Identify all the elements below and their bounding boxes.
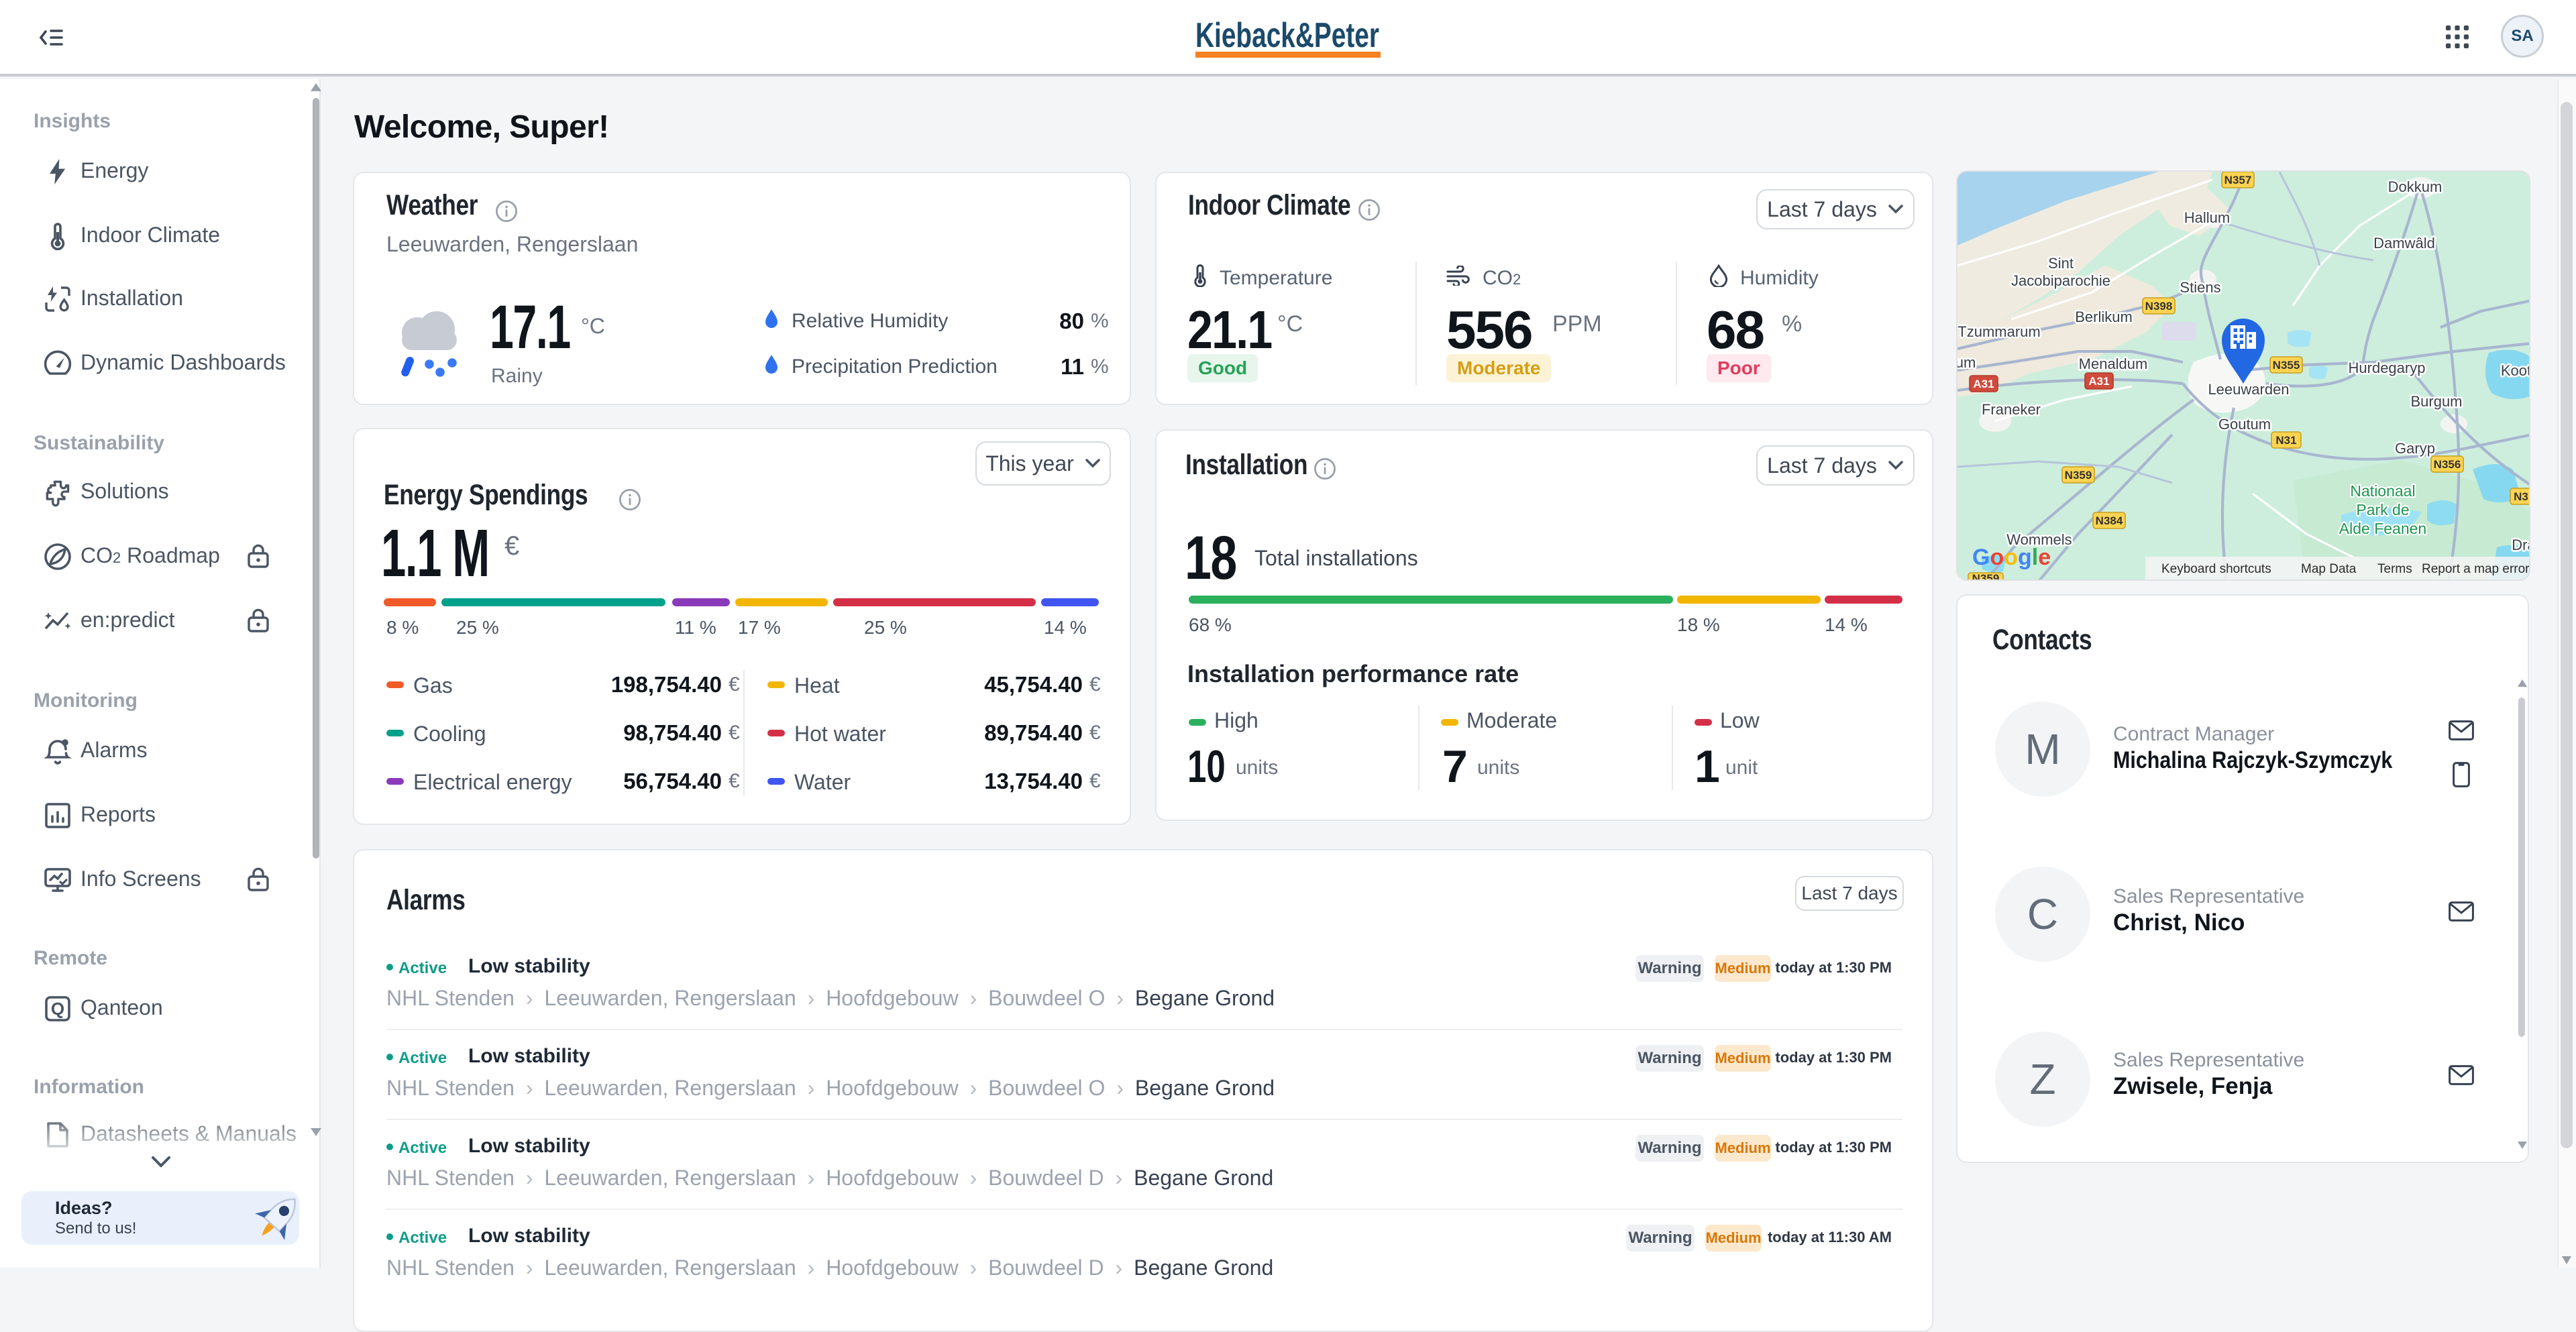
svg-text:Google: Google [1972,545,2051,570]
svg-text:Menaldum: Menaldum [2079,355,2148,372]
svg-text:N359: N359 [2065,469,2092,482]
svg-text:um: um [1957,354,1976,371]
svg-text:Kieback&Peter: Kieback&Peter [1195,19,1379,54]
svg-text:Wommels: Wommels [2006,531,2072,548]
svg-text:N31: N31 [2275,434,2296,447]
svg-text:N3: N3 [2514,490,2528,503]
svg-text:N384: N384 [2096,514,2123,527]
svg-text:Hurdegaryp: Hurdegaryp [2349,359,2426,376]
svg-text:Hallum: Hallum [2184,209,2230,226]
svg-text:Map Data: Map Data [2301,562,2357,576]
svg-text:Koots: Koots [2501,362,2530,379]
svg-text:Terms: Terms [2377,562,2412,576]
svg-text:Dokkum: Dokkum [2388,178,2443,195]
svg-text:N355: N355 [2273,359,2300,372]
svg-text:Berlikum: Berlikum [2075,309,2133,325]
svg-text:Damwâld: Damwâld [2373,235,2435,252]
svg-text:N398: N398 [2145,300,2173,313]
svg-text:Nationaal: Nationaal [2350,482,2415,500]
svg-text:A31: A31 [1973,378,1994,390]
svg-text:Sint: Sint [2048,255,2074,272]
svg-text:Dra: Dra [2512,537,2530,553]
svg-text:Tzummarum: Tzummarum [1957,323,2040,340]
svg-text:Jacobiparochie: Jacobiparochie [2011,272,2110,289]
svg-text:Franeker: Franeker [1982,401,2041,418]
svg-text:Keyboard shortcuts: Keyboard shortcuts [2161,562,2271,576]
svg-text:A31: A31 [2088,375,2109,388]
svg-text:N356: N356 [2434,458,2461,471]
svg-text:Park de: Park de [2356,501,2409,518]
svg-text:Alde Feanen: Alde Feanen [2339,520,2426,537]
svg-text:Stiens: Stiens [2180,279,2220,296]
svg-text:Goutum: Goutum [2218,416,2271,433]
svg-text:Garyp: Garyp [2395,440,2435,457]
svg-text:N359: N359 [1972,572,2000,581]
svg-text:Burgum: Burgum [2410,393,2462,410]
svg-text:Q: Q [51,999,64,1019]
svg-text:Leeuwarden: Leeuwarden [2208,381,2289,398]
svg-text:Report a map error: Report a map error [2422,562,2530,576]
svg-text:N357: N357 [2224,174,2252,186]
